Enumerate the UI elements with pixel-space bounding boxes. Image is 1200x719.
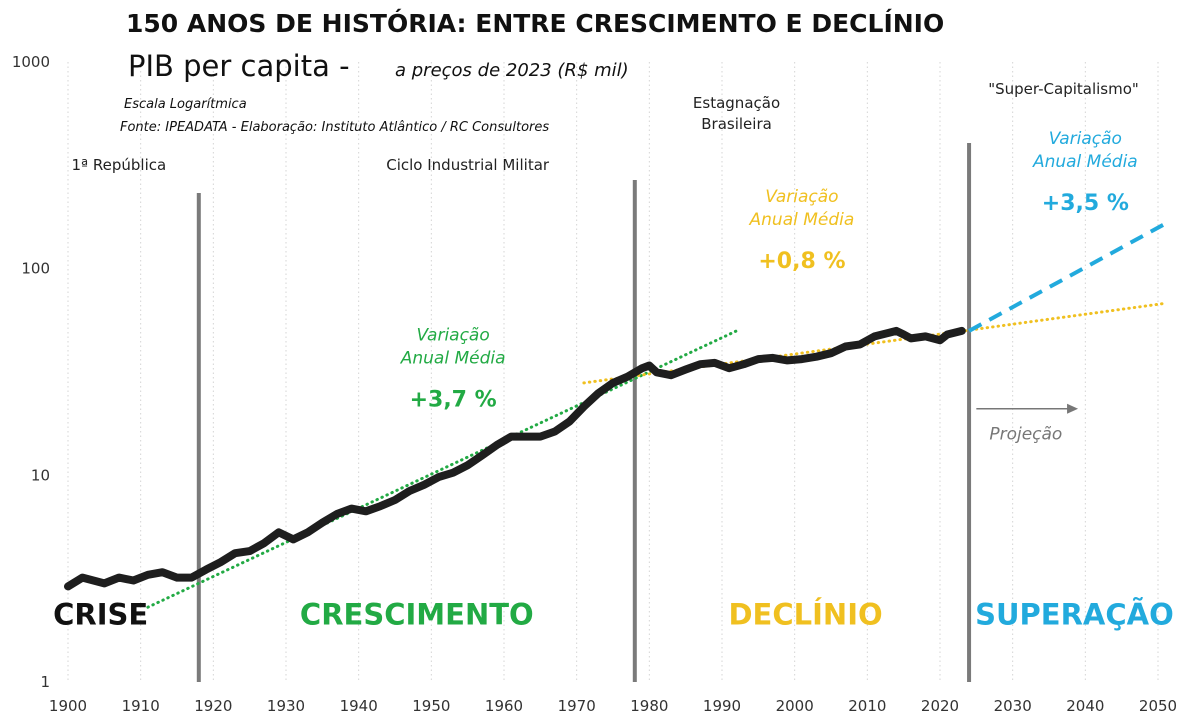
x-tick-1920: 1920 bbox=[194, 697, 232, 715]
variation-label-2-1: Anual Média bbox=[1032, 152, 1138, 172]
x-tick-1910: 1910 bbox=[122, 697, 160, 715]
x-tick-2040: 2040 bbox=[1066, 697, 1104, 715]
period-dividers bbox=[196, 143, 972, 682]
x-tick-2020: 2020 bbox=[921, 697, 959, 715]
x-tick-1960: 1960 bbox=[485, 697, 523, 715]
phase-label-0: CRISE bbox=[53, 597, 148, 631]
variation-label-2-0: Variação bbox=[1049, 129, 1122, 149]
grid bbox=[67, 62, 1159, 682]
x-tick-1900: 1900 bbox=[49, 697, 87, 715]
variation-label-1-0: Variação bbox=[765, 187, 838, 207]
variation-label-0-0: Variação bbox=[417, 325, 490, 345]
x-tick-2050: 2050 bbox=[1139, 697, 1177, 715]
chart-subtitle: PIB per capita - bbox=[128, 49, 350, 83]
variation-value-1: +0,8 % bbox=[758, 249, 845, 274]
x-tick-1990: 1990 bbox=[703, 697, 741, 715]
y-tick-1000: 1000 bbox=[12, 53, 50, 71]
y-tick-100: 100 bbox=[21, 260, 50, 278]
series-line-1 bbox=[146, 329, 738, 609]
period-label-3: "Super-Capitalismo" bbox=[988, 80, 1139, 98]
x-tick-1980: 1980 bbox=[630, 697, 668, 715]
x-tick-1940: 1940 bbox=[340, 697, 378, 715]
x-tick-1970: 1970 bbox=[558, 697, 596, 715]
period-label-1: Ciclo Industrial Militar bbox=[386, 156, 550, 174]
phase-label-2: DECLÍNIO bbox=[728, 597, 882, 631]
projection-label: Projeção bbox=[989, 425, 1062, 445]
variation-label-0-1: Anual Média bbox=[400, 348, 506, 368]
x-tick-1930: 1930 bbox=[267, 697, 305, 715]
x-tick-2000: 2000 bbox=[776, 697, 814, 715]
variation-value-2: +3,5 % bbox=[1042, 191, 1129, 216]
series-line-3 bbox=[968, 221, 1167, 333]
y-tick-10: 10 bbox=[31, 466, 50, 484]
series-group bbox=[64, 221, 1167, 609]
chart-annotations: 1ª República Ciclo Industrial Militar Esta… bbox=[53, 80, 1174, 631]
phase-label-1: CRESCIMENTO bbox=[300, 597, 534, 631]
chart-title: 150 ANOS DE HISTÓRIA: ENTRE CRESCIMENTO … bbox=[126, 8, 944, 38]
period-label-0: 1ª República bbox=[72, 156, 167, 174]
x-tick-2030: 2030 bbox=[994, 697, 1032, 715]
projection-arrow-head bbox=[1067, 403, 1079, 414]
y-tick-1: 1 bbox=[40, 673, 50, 691]
series-line-0 bbox=[64, 326, 966, 591]
phase-label-3: SUPERAÇÃO bbox=[975, 597, 1174, 631]
chart-subtitle-note: a preços de 2023 (R$ mil) bbox=[395, 60, 629, 81]
period-label-2-1: Brasileira bbox=[701, 115, 772, 133]
y-axis: 1 10 100 1000 bbox=[12, 53, 50, 691]
variation-label-1-1: Anual Média bbox=[749, 210, 855, 230]
period-label-2-0: Estagnação bbox=[693, 94, 780, 112]
x-axis: 1900 1910 1920 1930 1940 1950 1960 1970 1980 1990… bbox=[49, 697, 1177, 715]
x-tick-2010: 2010 bbox=[848, 697, 886, 715]
scale-note: Escala Logarítmica bbox=[124, 97, 247, 112]
x-tick-1950: 1950 bbox=[412, 697, 450, 715]
variation-value-0: +3,7 % bbox=[410, 387, 497, 412]
source-note: Fonte: IPEADATA - Elaboração: Instituto … bbox=[120, 120, 549, 135]
